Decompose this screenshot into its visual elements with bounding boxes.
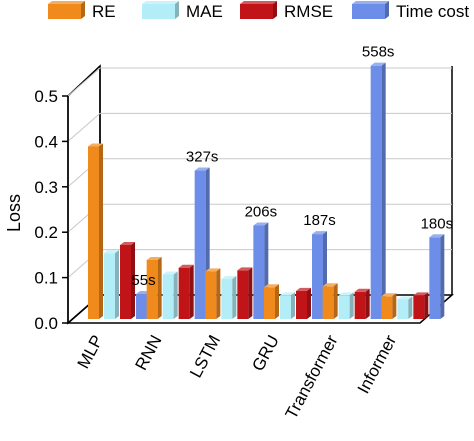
x-tick-label: GRU <box>248 332 283 374</box>
bar-mae-informer <box>397 296 413 319</box>
value-labels: 55s 327s 206s 187s 558s 180s <box>131 44 453 289</box>
bar-re-rnn <box>146 256 162 319</box>
legend-label: RMSE <box>284 2 333 21</box>
time-cost-label: 327s <box>186 149 219 166</box>
bars <box>88 62 445 319</box>
bar-re-mlp <box>88 143 103 319</box>
time-cost-label: 187s <box>303 212 336 229</box>
bar-rmse-lstm <box>237 267 253 319</box>
y-axis-label: Loss <box>4 194 24 232</box>
bar-rmse-rnn <box>178 264 194 319</box>
y-tick-label: 0.4 <box>34 132 58 151</box>
bar-time-cost-informer <box>429 234 445 319</box>
time-cost-label: 206s <box>245 203 278 220</box>
gridline-side <box>67 113 101 142</box>
x-tick-label: Transformer <box>282 332 342 422</box>
bar-mae-gru <box>280 292 295 319</box>
bar-rmse-gru <box>296 287 311 319</box>
legend-item-rmse: RMSE <box>240 1 333 21</box>
bar-re-gru <box>264 284 279 319</box>
time-cost-label: 55s <box>131 272 155 289</box>
legend-label: MAE <box>186 2 223 21</box>
bar-mae-lstm <box>221 276 237 319</box>
bar-re-transformer <box>322 283 338 319</box>
legend-label: RE <box>92 2 116 21</box>
bar-rmse-transformer <box>354 288 370 319</box>
y-tick-label: 0.0 <box>34 314 58 333</box>
x-tick-label: RNN <box>131 332 165 373</box>
gridlines <box>67 67 452 278</box>
bar-mae-rnn <box>162 271 178 319</box>
bar-rmse-informer <box>413 292 429 319</box>
x-tick-label: MLP <box>74 332 107 372</box>
x-tick-label: LSTM <box>186 332 224 381</box>
time-cost-label: 558s <box>362 44 395 61</box>
gridline-side <box>67 67 101 97</box>
bar-re-informer <box>381 293 397 319</box>
y-tick-label: 0.1 <box>34 269 58 288</box>
legend: RE MAE RMSE Time cost <box>48 1 469 21</box>
y-tick-label: 0.2 <box>34 223 58 242</box>
bar-mae-transformer <box>338 292 354 319</box>
bar-re-lstm <box>205 268 221 319</box>
bar-time-cost-transformer <box>370 62 386 319</box>
legend-item-time-cost: Time cost <box>352 1 469 21</box>
legend-item-mae: MAE <box>142 1 223 21</box>
legend-item-re: RE <box>48 1 116 21</box>
time-cost-label: 180s <box>421 215 454 232</box>
bar-rmse-mlp <box>120 241 135 319</box>
x-tick-label: Informer <box>354 332 401 397</box>
bar-mae-mlp <box>104 250 119 319</box>
y-tick-label: 0.5 <box>34 87 58 106</box>
legend-label: Time cost <box>396 2 469 21</box>
y-tick-label: 0.3 <box>34 178 58 197</box>
